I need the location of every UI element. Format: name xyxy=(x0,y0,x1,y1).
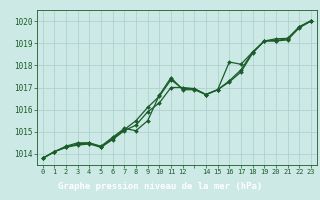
Text: Graphe pression niveau de la mer (hPa): Graphe pression niveau de la mer (hPa) xyxy=(58,182,262,191)
